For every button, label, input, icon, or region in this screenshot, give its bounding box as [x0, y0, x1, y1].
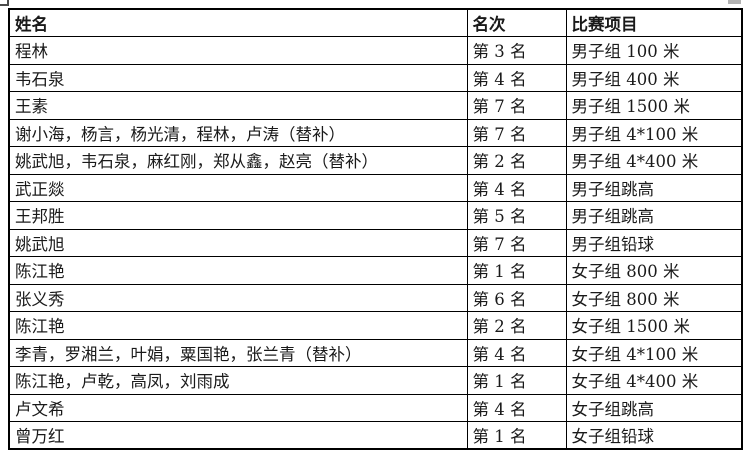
table-row: 姚武旭 第 7 名 男子组铅球 [8, 228, 743, 257]
header-row: 姓名 名次 比赛项目 [8, 8, 743, 37]
event-cell: 男子组 400 米 [565, 63, 743, 92]
event-cell: 女子组跳高 [565, 393, 743, 422]
name-cell: 李青，罗湘兰，叶娟，粟国艳，张兰青（替补） [8, 338, 468, 367]
event-cell: 女子组 1500 米 [565, 311, 743, 340]
event-cell: 男子组 4*400 米 [565, 146, 743, 175]
name-cell: 陈江艳 [8, 256, 468, 285]
event-cell: 女子组 800 米 [565, 283, 743, 312]
rank-cell: 第 4 名 [466, 173, 567, 202]
name-cell: 程林 [8, 36, 468, 65]
event-cell: 女子组铅球 [565, 421, 743, 450]
table-row: 陈江艳，卢乾，高凤，刘雨成 第 1 名 女子组 4*400 米 [8, 366, 743, 395]
event-cell: 女子组 800 米 [565, 256, 743, 285]
rank-cell: 第 3 名 [466, 36, 567, 65]
name-cell: 韦石泉 [8, 63, 468, 92]
rank-cell: 第 2 名 [466, 146, 567, 175]
name-cell: 武正燚 [8, 173, 468, 202]
name-cell: 陈江艳，卢乾，高凤，刘雨成 [8, 366, 468, 395]
rank-cell: 第 7 名 [466, 91, 567, 120]
event-cell: 女子组 4*100 米 [565, 338, 743, 367]
column-header-name: 姓名 [8, 8, 468, 37]
rank-cell: 第 5 名 [466, 201, 567, 230]
event-cell: 女子组 4*400 米 [565, 366, 743, 395]
name-cell: 曾万红 [8, 421, 468, 450]
column-header-event: 比赛项目 [565, 8, 743, 37]
table-row: 张义秀 第 6 名 女子组 800 米 [8, 283, 743, 312]
name-cell: 陈江艳 [8, 311, 468, 340]
table-body: 程林 第 3 名 男子组 100 米 韦石泉 第 4 名 男子组 400 米 王… [8, 36, 743, 450]
table-row: 王素 第 7 名 男子组 1500 米 [8, 91, 743, 120]
name-cell: 卢文希 [8, 393, 468, 422]
table-move-handle-mark[interactable] [0, 0, 9, 6]
table-resize-handle-mark[interactable] [728, 0, 741, 4]
name-cell: 姚武旭，韦石泉，麻红刚，郑从鑫，赵亮（替补） [8, 146, 468, 175]
table-row: 李青，罗湘兰，叶娟，粟国艳，张兰青（替补） 第 4 名 女子组 4*100 米 [8, 338, 743, 367]
rank-cell: 第 4 名 [466, 338, 567, 367]
table-row: 曾万红 第 1 名 女子组铅球 [8, 421, 743, 450]
table-row: 武正燚 第 4 名 男子组跳高 [8, 173, 743, 202]
rank-cell: 第 7 名 [466, 228, 567, 257]
rank-cell: 第 1 名 [466, 256, 567, 285]
table-row: 姚武旭，韦石泉，麻红刚，郑从鑫，赵亮（替补） 第 2 名 男子组 4*400 米 [8, 146, 743, 175]
name-cell: 王邦胜 [8, 201, 468, 230]
table-row: 韦石泉 第 4 名 男子组 400 米 [8, 63, 743, 92]
column-header-rank: 名次 [466, 8, 567, 37]
rank-cell: 第 1 名 [466, 421, 567, 450]
name-cell: 张义秀 [8, 283, 468, 312]
name-cell: 谢小海，杨言，杨光清，程林，卢涛（替补） [8, 118, 468, 147]
rank-cell: 第 6 名 [466, 283, 567, 312]
event-cell: 男子组 100 米 [565, 36, 743, 65]
name-cell: 姚武旭 [8, 228, 468, 257]
rank-cell: 第 2 名 [466, 311, 567, 340]
event-cell: 男子组跳高 [565, 173, 743, 202]
event-cell: 男子组 1500 米 [565, 91, 743, 120]
table-row: 陈江艳 第 1 名 女子组 800 米 [8, 256, 743, 285]
table-row: 谢小海，杨言，杨光清，程林，卢涛（替补） 第 7 名 男子组 4*100 米 [8, 118, 743, 147]
name-cell: 王素 [8, 91, 468, 120]
rank-cell: 第 4 名 [466, 393, 567, 422]
rank-cell: 第 1 名 [466, 366, 567, 395]
table-row: 卢文希 第 4 名 女子组跳高 [8, 393, 743, 422]
rank-cell: 第 7 名 [466, 118, 567, 147]
event-cell: 男子组 4*100 米 [565, 118, 743, 147]
event-cell: 男子组铅球 [565, 228, 743, 257]
table-row: 陈江艳 第 2 名 女子组 1500 米 [8, 311, 743, 340]
rank-cell: 第 4 名 [466, 63, 567, 92]
event-cell: 男子组跳高 [565, 201, 743, 230]
table-row: 程林 第 3 名 男子组 100 米 [8, 36, 743, 65]
table-row: 王邦胜 第 5 名 男子组跳高 [8, 201, 743, 230]
results-table: 姓名 名次 比赛项目 程林 第 3 名 男子组 100 米 韦石泉 第 4 名 … [8, 8, 743, 450]
